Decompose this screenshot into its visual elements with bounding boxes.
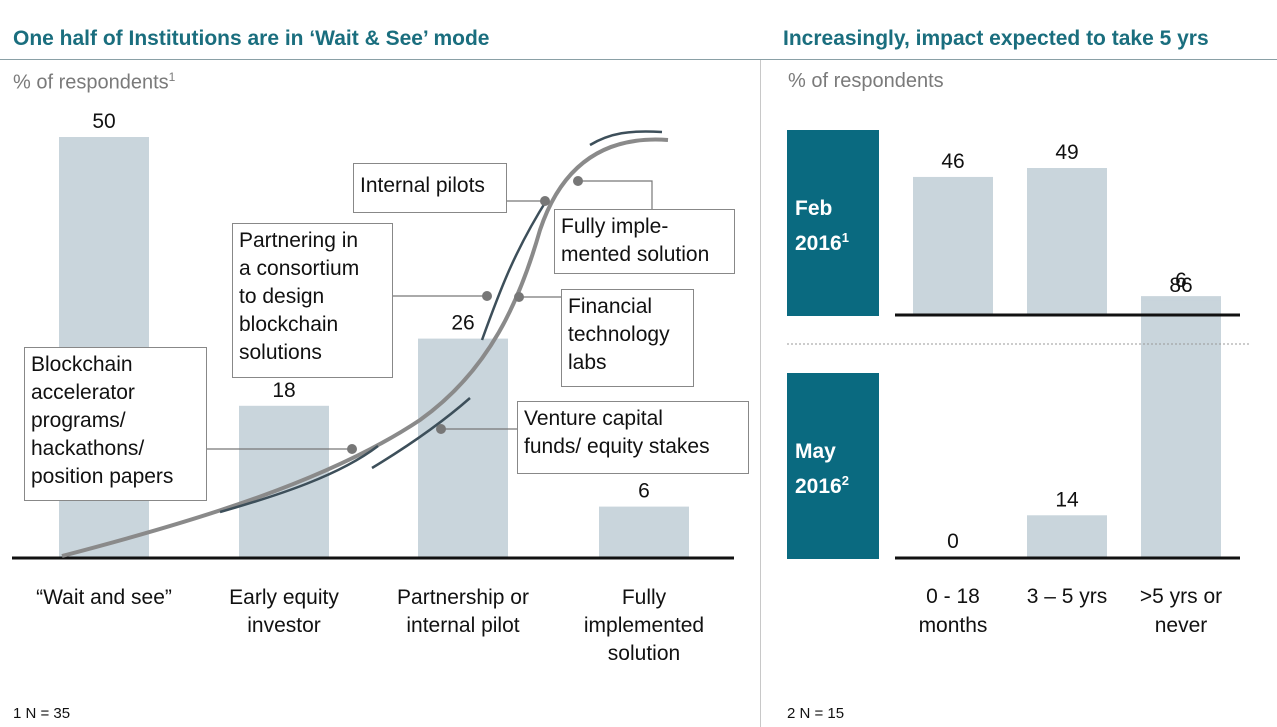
- left-chart-title: One half of Institutions are in ‘Wait & …: [13, 27, 490, 50]
- left-category-label-2-line-0: Partnership or: [397, 586, 529, 609]
- panel-label-may-year: 2016: [795, 475, 842, 498]
- right-bar-s0-1: [1027, 168, 1107, 314]
- right-value-label-s0-2: 6: [1175, 269, 1187, 292]
- right-category-label-0-line-1: months: [918, 614, 988, 637]
- panel-label-feb-line2: 20161: [795, 223, 879, 258]
- callout-partnering-line4: blockchain: [239, 313, 339, 336]
- callout-venture: Venture capital funds/ equity stakes: [517, 401, 749, 474]
- callout-fully-line1: Fully imple-: [561, 215, 669, 238]
- left-value-label-0: 50: [92, 110, 115, 133]
- panel-label-may-line2: 20162: [795, 466, 879, 501]
- callout-fintech: Financial technology labs: [561, 289, 694, 387]
- adoption-curve: [61, 137, 669, 558]
- dot-fully: [573, 176, 583, 186]
- right-value-label-s0-0: 46: [941, 150, 964, 173]
- curve-segment-accelerator: [219, 445, 379, 514]
- curve-segment-venture: [371, 397, 471, 470]
- panel-label-may: May 20162: [787, 373, 879, 559]
- left-category-label-3-line-2: solution: [607, 642, 681, 665]
- right-chart-title: Increasingly, impact expected to take 5 …: [783, 27, 1209, 50]
- callout-accelerator-line4: hackathons/: [31, 437, 145, 460]
- right-value-label-s0-1: 49: [1055, 141, 1078, 164]
- dot-partnering: [482, 291, 492, 301]
- left-value-label-2: 26: [451, 312, 474, 335]
- leader-fully: [578, 180, 653, 209]
- curve-segment-partnering: [480, 197, 550, 341]
- panel-label-feb-sup: 1: [841, 230, 849, 245]
- left-category-label-3-line-0: Fully: [621, 586, 667, 609]
- callout-partnering-line1: Partnering in: [239, 229, 359, 252]
- panel-label-may-sup: 2: [841, 473, 849, 488]
- callout-accelerator-line3: programs/: [31, 409, 126, 432]
- left-value-label-3: 6: [638, 480, 650, 503]
- callout-internal-pilots-text: Internal pilots: [360, 174, 485, 197]
- callout-internal-pilots: Internal pilots: [353, 163, 507, 213]
- callout-partnering-line3: to design: [239, 285, 325, 308]
- callout-venture-line1: Venture capital: [524, 407, 663, 430]
- dot-venture: [436, 424, 446, 434]
- left-bar-3: [599, 506, 689, 557]
- right-category-label-2-line-0: >5 yrs or: [1139, 585, 1223, 608]
- callout-partnering-line2: a consortium: [239, 257, 360, 280]
- right-bar-s1-2: [1141, 300, 1221, 557]
- right-bar-chart: 46 49 6 0 14 86: [787, 141, 1250, 560]
- right-category-label-0-line-0: 0 - 18: [926, 585, 980, 608]
- right-bar-s0-0: [913, 176, 993, 314]
- right-value-label-s1-2: 86: [1169, 274, 1192, 297]
- right-category-label-1-line-0: 3 – 5 yrs: [1026, 585, 1108, 608]
- right-category-label-2: >5 yrs or never: [1121, 582, 1241, 640]
- callout-fully-line2: mented solution: [561, 243, 710, 266]
- right-category-label-2-line-1: never: [1154, 614, 1208, 637]
- left-category-label-3: Fully implemented solution: [554, 584, 734, 668]
- callout-accelerator: Blockchain accelerator programs/ hackath…: [24, 347, 207, 501]
- callout-accelerator-line2: accelerator: [31, 381, 135, 404]
- left-value-label-1: 18: [272, 379, 295, 402]
- left-category-label-0: “Wait and see”: [14, 584, 194, 612]
- dot-accelerator: [347, 444, 357, 454]
- left-category-label-2: Partnership or internal pilot: [373, 584, 553, 640]
- left-category-label-3-line-1: implemented: [583, 614, 705, 637]
- panel-label-feb-line1: Feb: [795, 197, 833, 220]
- callout-partnering: Partnering in a consortium to design blo…: [232, 223, 393, 378]
- dot-internal-pilots: [540, 196, 550, 206]
- right-bar-s1-1: [1027, 515, 1107, 557]
- right-category-label-1: 3 – 5 yrs: [1007, 582, 1127, 611]
- left-category-label-1-line-0: Early equity: [229, 586, 339, 609]
- left-category-label-1-line-1: investor: [247, 614, 321, 637]
- callout-partnering-line5: solutions: [239, 341, 322, 364]
- left-category-label-2-line-1: internal pilot: [406, 614, 520, 637]
- panel-divider: [760, 60, 761, 727]
- callout-accelerator-line1: Blockchain: [31, 353, 133, 376]
- callout-fully-implemented: Fully imple- mented solution: [554, 209, 735, 274]
- left-subtitle-sup: 1: [168, 70, 176, 84]
- left-subtitle-text: % of respondents: [13, 71, 169, 94]
- right-subtitle: % of respondents: [788, 70, 944, 92]
- right-value-label-s1-0: 0: [947, 530, 959, 553]
- left-category-label-1: Early equity investor: [194, 584, 374, 640]
- right-footnote: 2 N = 15: [787, 705, 845, 722]
- curve-segment-fully: [589, 130, 663, 147]
- callout-fintech-line1: Financial: [568, 295, 653, 318]
- left-footnote: 1 N = 35: [13, 705, 71, 722]
- right-category-label-0: 0 - 18 months: [893, 582, 1013, 640]
- panel-label-may-line1: May: [795, 440, 836, 463]
- left-category-label-0-line-0: “Wait and see”: [36, 586, 172, 609]
- callout-accelerator-line5: position papers: [31, 465, 174, 488]
- left-bar-2: [418, 338, 508, 557]
- panel-label-feb-year: 2016: [795, 232, 842, 255]
- dot-fintech: [514, 292, 524, 302]
- left-subtitle: % of respondents1: [13, 70, 175, 95]
- right-value-label-s1-1: 14: [1055, 488, 1079, 511]
- callout-fintech-line2: technology: [568, 323, 670, 346]
- callout-fintech-line3: labs: [568, 351, 607, 374]
- callout-venture-line2: funds/ equity stakes: [524, 435, 710, 458]
- title-rule: [0, 59, 1277, 60]
- panel-label-feb: Feb 20161: [787, 130, 879, 316]
